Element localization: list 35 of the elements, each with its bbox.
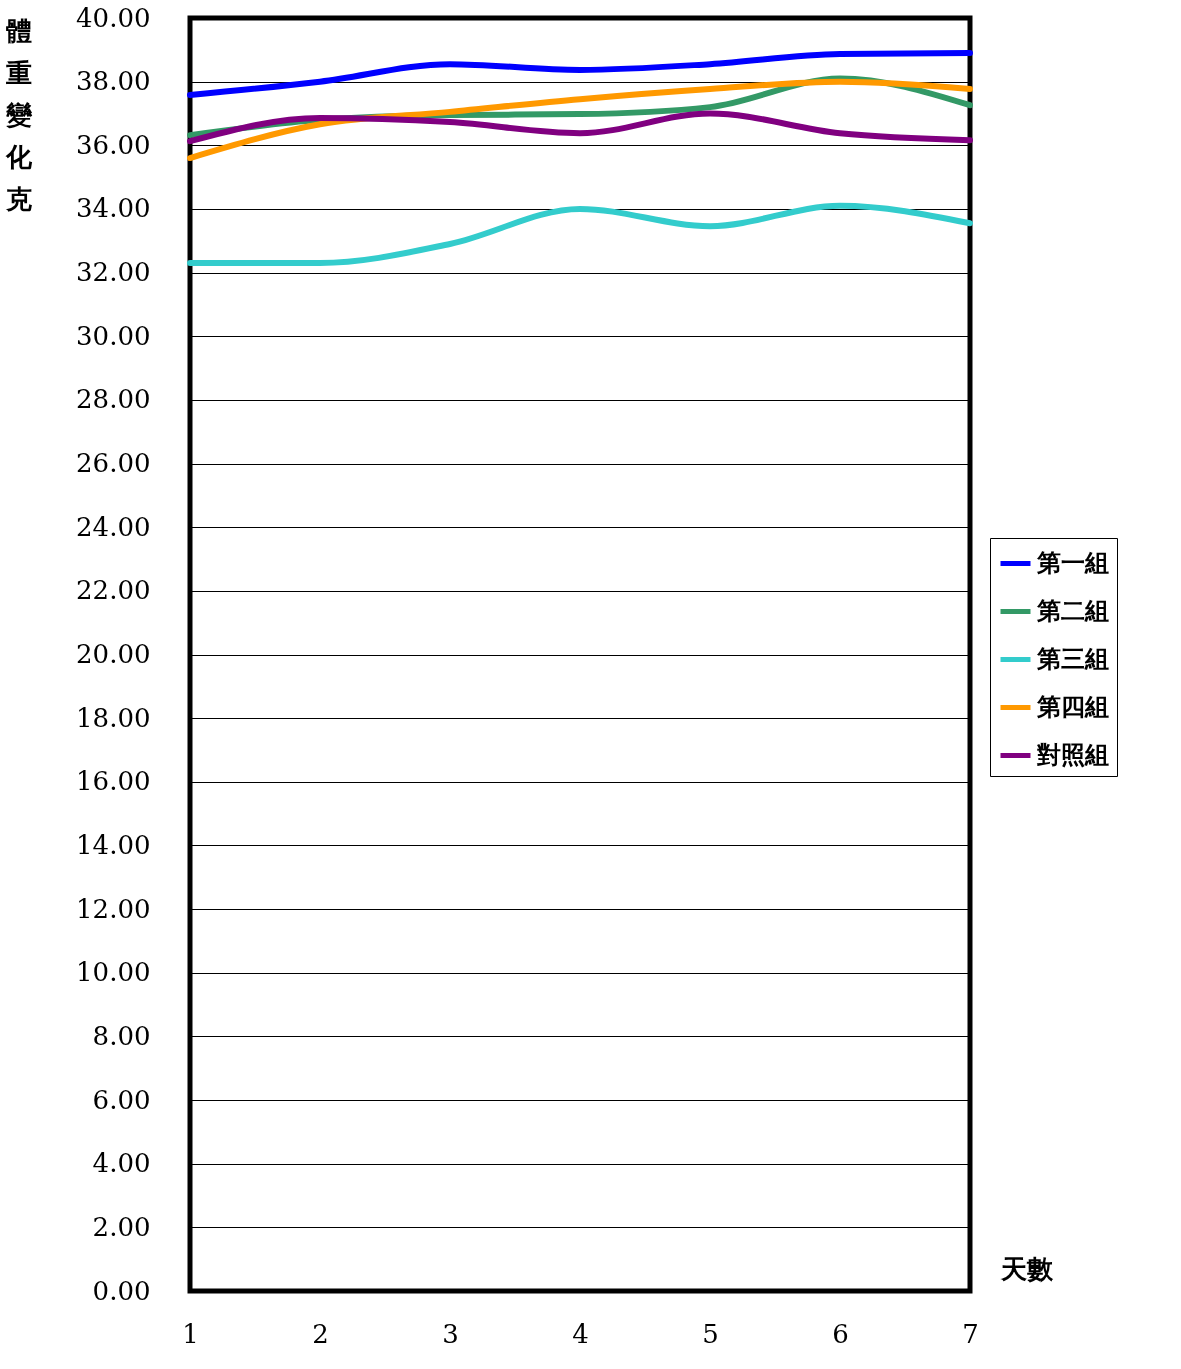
y-tick-label: 30.00	[76, 320, 151, 351]
x-tick-label: 2	[312, 1318, 329, 1349]
y-axis-title: 體重變化克	[4, 15, 33, 214]
y-tick-label: 24.00	[76, 511, 151, 542]
legend-label: 第四組	[1036, 691, 1109, 721]
y-tick-label: 22.00	[76, 575, 151, 606]
legend-label: 第一組	[1036, 547, 1109, 577]
x-tick-label: 3	[442, 1318, 459, 1349]
x-tick-label: 5	[702, 1318, 719, 1349]
legend-label: 對照組	[1036, 739, 1109, 769]
x-tick-label: 6	[832, 1318, 849, 1349]
x-tick-label: 1	[182, 1318, 199, 1349]
y-tick-label: 18.00	[76, 702, 151, 733]
x-axis-title: 天數	[999, 1253, 1054, 1284]
y-tick-label: 32.00	[76, 257, 151, 288]
x-tick-label: 7	[962, 1318, 979, 1349]
y-tick-label: 16.00	[76, 766, 151, 797]
legend-label: 第三組	[1036, 643, 1109, 673]
y-tick-label: 28.00	[76, 384, 151, 415]
y-tick-label: 26.00	[76, 448, 151, 479]
y-tick-label: 12.00	[76, 893, 151, 924]
y-tick-label: 0.00	[92, 1275, 151, 1306]
y-tick-label: 14.00	[76, 829, 151, 860]
y-tick-label: 38.00	[76, 66, 151, 97]
y-tick-label: 4.00	[92, 1148, 151, 1179]
y-tick-label: 34.00	[76, 193, 151, 224]
legend-label: 第二組	[1036, 595, 1109, 625]
y-tick-label: 20.00	[76, 639, 151, 669]
y-tick-label: 8.00	[92, 1020, 151, 1051]
y-tick-label: 10.00	[76, 957, 151, 988]
y-tick-label: 2.00	[92, 1211, 151, 1242]
y-tick-label: 6.00	[92, 1084, 151, 1115]
y-tick-label: 40.00	[76, 2, 151, 33]
y-tick-label: 36.00	[76, 129, 151, 160]
x-tick-label: 4	[572, 1318, 589, 1349]
